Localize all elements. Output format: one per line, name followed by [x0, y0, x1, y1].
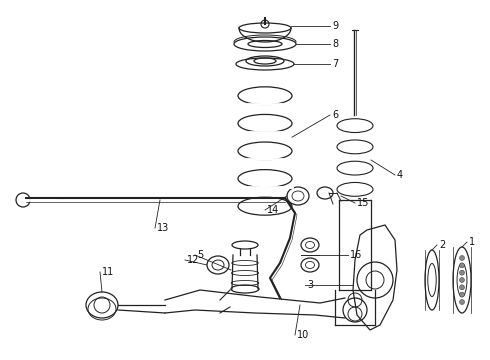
Text: 16: 16: [350, 250, 362, 260]
Circle shape: [460, 285, 465, 290]
Text: 5: 5: [197, 250, 203, 260]
Circle shape: [460, 292, 465, 297]
Circle shape: [460, 300, 465, 305]
Text: 4: 4: [397, 170, 403, 180]
Text: 14: 14: [267, 205, 279, 215]
Text: 12: 12: [187, 255, 199, 265]
Text: 2: 2: [439, 240, 445, 250]
Text: 3: 3: [307, 280, 313, 290]
Text: 15: 15: [357, 198, 369, 208]
Text: 8: 8: [332, 39, 338, 49]
Text: 1: 1: [469, 237, 475, 247]
Circle shape: [460, 256, 465, 261]
Text: 11: 11: [102, 267, 114, 277]
Circle shape: [460, 263, 465, 268]
Circle shape: [460, 278, 465, 283]
Text: 6: 6: [332, 110, 338, 120]
Text: 9: 9: [332, 21, 338, 31]
Text: 13: 13: [157, 223, 169, 233]
Circle shape: [460, 270, 465, 275]
Text: 7: 7: [332, 59, 338, 69]
Text: 10: 10: [297, 330, 309, 340]
